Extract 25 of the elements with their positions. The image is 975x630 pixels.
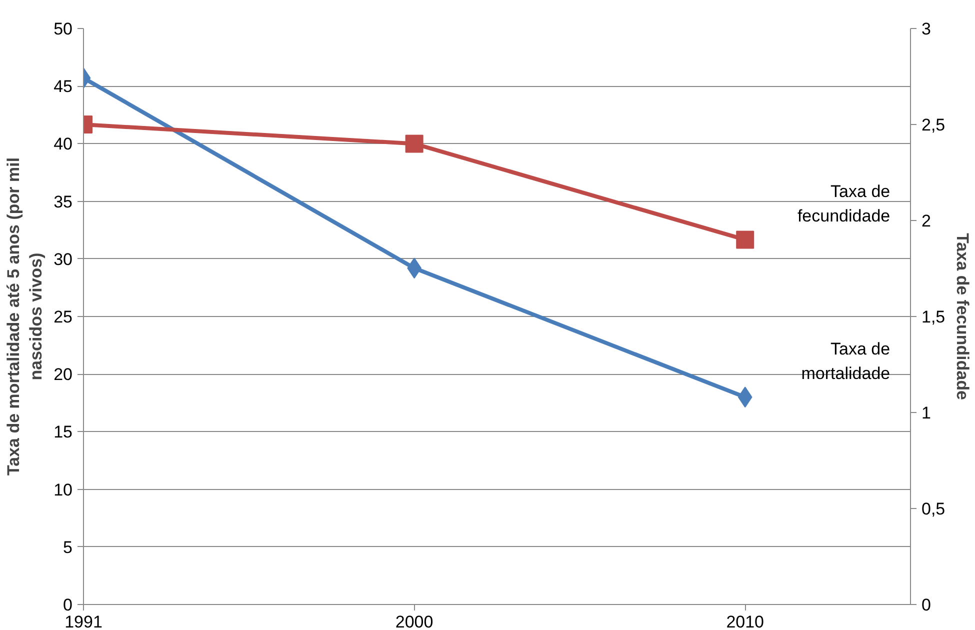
x-tick-label: 2000 [395, 612, 434, 630]
y2-tick-label: 1 [922, 404, 931, 422]
y2-tick-label: 1,5 [922, 308, 946, 326]
y2-axis-title: Taxa de fecundidade [953, 233, 972, 400]
y2-tick-label: 3 [922, 20, 931, 38]
y-tick-label: 45 [54, 77, 73, 96]
y-tick-label: 20 [54, 365, 73, 384]
y-axis-title: Taxa de mortalidade até 5 anos (por mil nascidos vivos) [4, 157, 46, 476]
y2-tick-label: 2 [922, 212, 931, 230]
y-tick-label: 5 [63, 538, 73, 557]
x-tick-label: 1991 [64, 612, 102, 630]
text: Taxa de mortalidade [801, 339, 890, 384]
y-tick-label: 10 [54, 480, 73, 500]
text: Taxa de fecundidade [797, 182, 890, 226]
y2-tick-label: 0 [922, 596, 931, 614]
y-tick-label: 30 [54, 250, 73, 269]
y2-tick-label: 0,5 [922, 500, 946, 518]
y2-tick-label: 2,5 [922, 116, 946, 134]
y-tick-label: 15 [54, 422, 73, 442]
y-tick-label: 0 [63, 596, 73, 614]
x-tick-label: 2010 [726, 612, 764, 630]
y-tick-label: 40 [54, 134, 73, 154]
y-tick-label: 25 [54, 308, 73, 326]
y-tick-label: 50 [54, 20, 73, 38]
y-tick-label: 35 [54, 192, 73, 212]
